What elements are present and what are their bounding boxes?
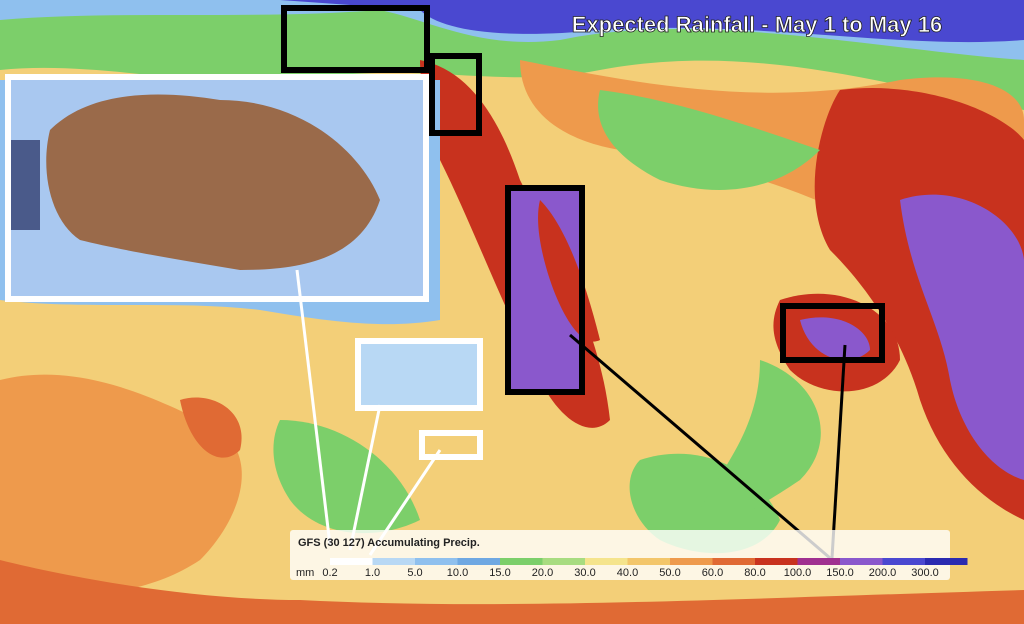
legend-label: 20.0 (532, 567, 553, 579)
legend-label: 40.0 (617, 567, 638, 579)
legend-swatch (925, 558, 968, 565)
legend-swatch (712, 558, 755, 565)
legend-swatch (755, 558, 798, 565)
highlight-boxes (5, 5, 885, 460)
legend-label: 300.0 (911, 567, 939, 579)
legend-swatch (372, 558, 415, 565)
legend-label: 10.0 (447, 567, 468, 579)
legend-swatch (415, 558, 458, 565)
legend-label: 150.0 (826, 567, 854, 579)
legend: GFS (30 127) Accumulating Precip. mm 0.2… (290, 530, 968, 580)
arrows (295, 269, 847, 560)
legend-label: 200.0 (869, 567, 897, 579)
legend-title: GFS (30 127) Accumulating Precip. (298, 537, 480, 549)
legend-label: 80.0 (744, 567, 765, 579)
legend-swatch (840, 558, 883, 565)
legend-swatch (500, 558, 543, 565)
legend-label: 1.0 (365, 567, 380, 579)
legend-swatch (330, 558, 373, 565)
legend-label: 15.0 (489, 567, 510, 579)
legend-swatch (627, 558, 670, 565)
legend-unit: mm (296, 567, 314, 579)
legend-label: 100.0 (784, 567, 812, 579)
legend-label: 5.0 (407, 567, 422, 579)
legend-label: 30.0 (574, 567, 595, 579)
land-inset (8, 77, 426, 299)
legend-panel (290, 530, 950, 580)
legend-swatch (797, 558, 840, 565)
legend-swatch (670, 558, 713, 565)
legend-label: 50.0 (659, 567, 680, 579)
legend-label: 0.2 (322, 567, 337, 579)
legend-label: 60.0 (702, 567, 723, 579)
legend-swatch (882, 558, 925, 565)
legend-swatch (542, 558, 585, 565)
legend-swatch (457, 558, 500, 565)
map-title: Expected Rainfall - May 1 to May 16 (572, 12, 942, 37)
legend-swatch (585, 558, 628, 565)
